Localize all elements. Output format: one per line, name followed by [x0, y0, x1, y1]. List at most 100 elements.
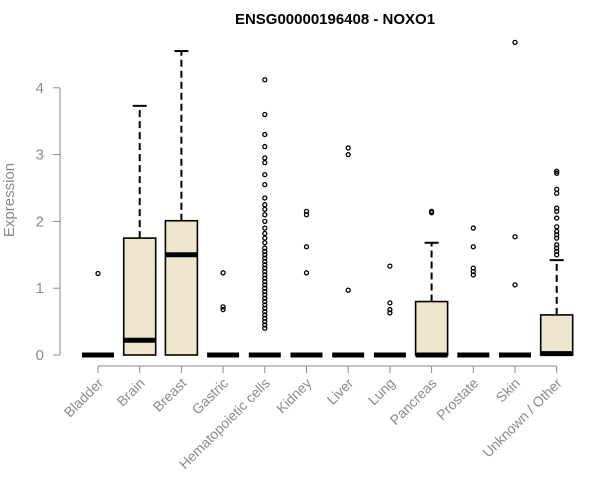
y-tick-label: 3	[36, 147, 44, 164]
box-group	[248, 77, 281, 358]
outlier-point	[554, 242, 560, 248]
x-tick-label: Prostate	[433, 375, 481, 423]
outlier-point	[303, 212, 310, 218]
boxes-layer	[82, 39, 574, 358]
outlier-point	[470, 265, 476, 271]
box-group	[373, 263, 406, 358]
outlier-point	[262, 248, 268, 255]
outlier-point	[554, 168, 560, 174]
outlier-point	[262, 202, 268, 208]
outlier-point	[262, 240, 268, 246]
x-tick-label: Brain	[113, 375, 147, 409]
outlier-point	[262, 308, 268, 315]
outlier-point	[554, 170, 560, 176]
outlier-point	[262, 282, 268, 288]
outlier-point	[262, 131, 268, 138]
outlier-point	[262, 285, 268, 291]
outlier-point	[262, 225, 268, 231]
outlier-point	[262, 258, 268, 265]
outlier-point	[220, 270, 226, 276]
outlier-point	[262, 275, 268, 281]
outlier-point	[262, 292, 268, 298]
box-iqr	[414, 300, 449, 356]
outlier-point	[554, 224, 560, 230]
outlier-point	[262, 298, 268, 305]
outlier-point	[262, 218, 268, 225]
outlier-point	[512, 39, 518, 46]
outlier-point	[262, 235, 268, 241]
outlier-point	[554, 228, 560, 235]
box-group	[82, 270, 114, 358]
outlier-point	[262, 245, 268, 251]
outlier-point	[387, 263, 393, 269]
box-group	[414, 208, 449, 358]
outlier-point	[387, 306, 393, 313]
box-iqr	[539, 314, 574, 356]
outlier-point	[428, 210, 435, 216]
outlier-point	[262, 265, 268, 271]
outlier-point	[262, 312, 268, 318]
y-tick-label: 1	[36, 280, 44, 297]
outlier-point	[95, 270, 101, 277]
box-group	[290, 208, 323, 358]
box-group	[122, 104, 157, 356]
outlier-point	[262, 230, 268, 237]
outlier-point	[387, 300, 393, 306]
outlier-point	[262, 322, 268, 328]
outlier-point	[554, 252, 560, 258]
box-group	[539, 168, 574, 357]
outlier-point	[262, 268, 268, 275]
outlier-point	[303, 270, 310, 276]
outlier-point	[262, 111, 268, 118]
outlier-point	[470, 272, 476, 278]
outlier-point	[470, 268, 476, 275]
outlier-point	[262, 206, 268, 213]
chart-title: ENSG00000196408 - NOXO1	[235, 11, 435, 28]
outlier-point	[262, 155, 268, 161]
outlier-point	[554, 245, 560, 251]
box-iqr	[122, 237, 157, 356]
outlier-point	[262, 305, 268, 311]
outlier-point	[262, 195, 268, 201]
outlier-point	[303, 244, 310, 250]
outlier-point	[554, 248, 560, 255]
outlier-point	[262, 159, 268, 166]
outlier-point	[262, 318, 268, 325]
box-group	[164, 50, 199, 356]
y-axis-label: Expression	[1, 163, 18, 237]
y-axis: 0 1 2 3 4	[36, 80, 61, 364]
outlier-point	[262, 288, 268, 295]
outlier-point	[554, 215, 560, 221]
outlier-point	[220, 304, 226, 310]
outlier-point	[554, 205, 560, 211]
outlier-point	[345, 151, 351, 158]
outlier-point	[220, 306, 226, 313]
outlier-point	[262, 255, 268, 261]
outlier-point	[470, 244, 476, 250]
y-tick-label: 4	[36, 80, 44, 97]
outlier-point	[470, 225, 476, 231]
outlier-point	[345, 145, 351, 151]
outlier-point	[303, 208, 310, 215]
box-iqr	[164, 219, 199, 356]
outlier-point	[262, 262, 268, 268]
outlier-point	[512, 282, 518, 288]
outlier-point	[262, 171, 268, 178]
x-tick-label: Breast	[150, 375, 190, 415]
x-tick-label: Kidney	[273, 375, 315, 417]
x-tick-label: Skin	[493, 375, 524, 406]
y-tick-label: 0	[36, 347, 44, 364]
outlier-point	[262, 77, 268, 83]
outlier-point	[262, 272, 268, 278]
box-group	[332, 145, 365, 358]
outlier-point	[554, 190, 560, 196]
outlier-point	[554, 232, 560, 238]
outlier-point	[262, 278, 268, 285]
outlier-point	[345, 287, 351, 293]
outlier-point	[262, 325, 268, 331]
box-group	[499, 39, 531, 358]
outlier-point	[512, 234, 518, 240]
outlier-point	[262, 295, 268, 301]
